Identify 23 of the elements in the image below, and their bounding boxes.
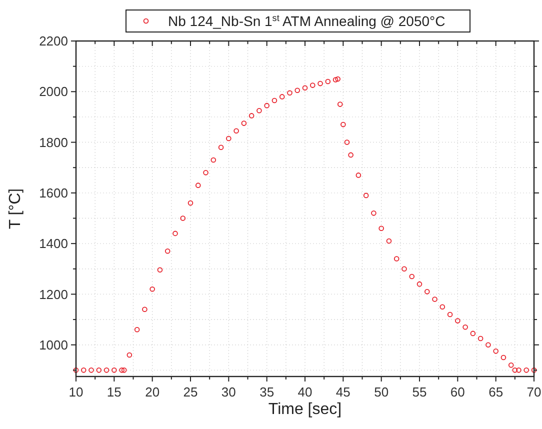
y-tick-label: 1800: [39, 134, 68, 150]
x-tick-label: 55: [412, 384, 427, 400]
y-tick-label: 2200: [39, 34, 68, 49]
x-tick-label: 60: [450, 384, 465, 400]
x-tick-label: 35: [260, 384, 274, 400]
y-tick-label: 1200: [39, 286, 68, 302]
x-tick-label: 10: [68, 384, 84, 400]
x-tick-label: 25: [183, 384, 198, 400]
y-tick-label: 1600: [39, 185, 68, 200]
x-tick-label: 30: [221, 384, 236, 400]
x-axis-title: Time [sec]: [268, 401, 342, 418]
x-tick-label: 50: [374, 384, 389, 400]
y-axis-title: T [°C]: [7, 188, 24, 230]
x-tick-label: 45: [336, 384, 350, 400]
x-tick-label: 70: [526, 384, 542, 400]
y-tick-label: 1400: [39, 236, 68, 252]
legend-label: Nb 124_Nb-Sn 1$^{st}$ ATM Annealing @ 2050°C: [168, 13, 446, 29]
y-tick-label: 2000: [39, 84, 68, 100]
x-tick-label: 20: [145, 384, 160, 400]
y-tick-label: 1000: [39, 337, 68, 352]
x-tick-label: 65: [488, 384, 504, 400]
x-tick-label: 15: [106, 384, 122, 400]
x-tick-label: 40: [298, 384, 312, 400]
